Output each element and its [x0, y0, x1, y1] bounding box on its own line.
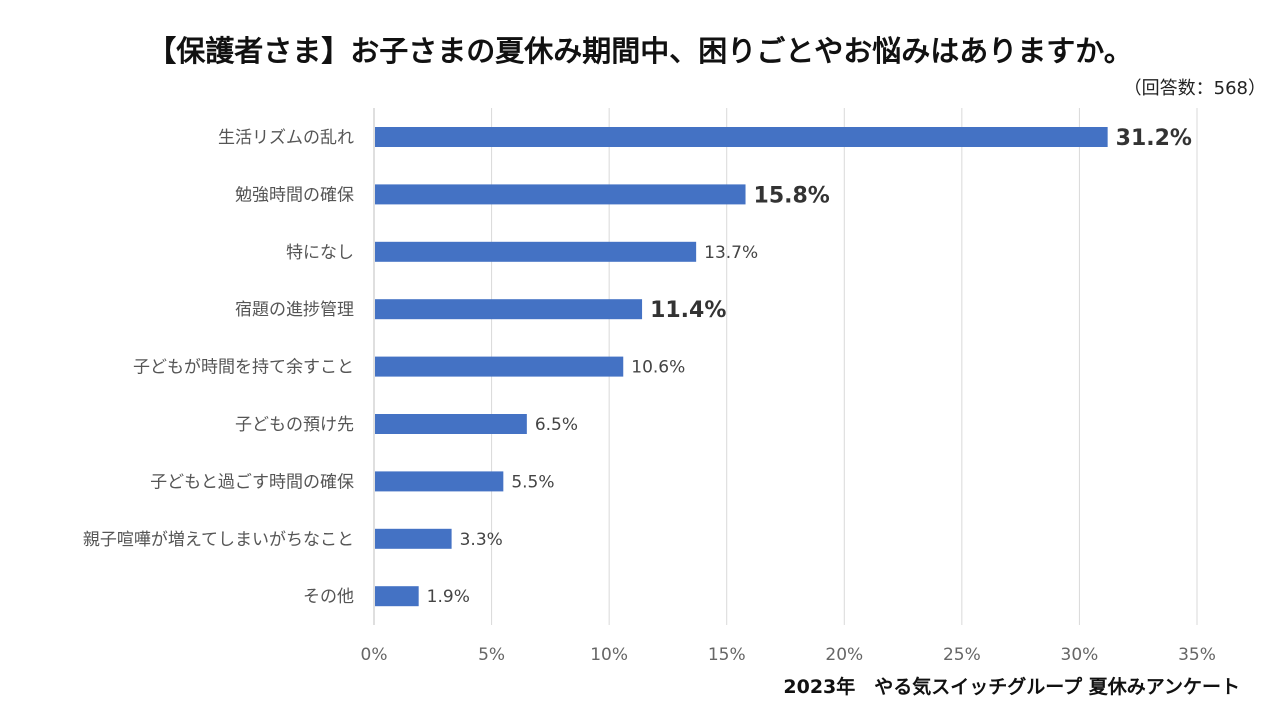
data-label: 1.9%	[427, 587, 470, 607]
data-label: 6.5%	[535, 415, 578, 435]
bar	[375, 414, 527, 434]
bar	[375, 127, 1108, 147]
category-label: 子どもと過ごす時間の確保	[150, 472, 354, 492]
category-label: その他	[303, 587, 354, 607]
category-label: 子どもが時間を持て余すこと	[133, 358, 354, 378]
x-tick-label: 5%	[478, 645, 505, 665]
response-count: （回答数：568）	[1123, 78, 1266, 99]
x-tick-label: 15%	[708, 645, 746, 665]
x-tick-label: 35%	[1178, 645, 1216, 665]
category-label: 特になし	[286, 243, 354, 263]
data-label: 5.5%	[511, 472, 554, 492]
data-label: 10.6%	[631, 358, 685, 378]
bar	[375, 471, 504, 492]
bar	[375, 586, 419, 607]
bar	[375, 356, 624, 377]
x-tick-label: 20%	[825, 645, 863, 665]
category-label: 親子喧嘩が増えてしまいがちなこと	[83, 530, 354, 550]
category-label: 生活リズムの乱れ	[218, 128, 354, 148]
data-label: 13.7%	[704, 243, 758, 263]
x-tick-label: 30%	[1061, 645, 1099, 665]
data-label: 31.2%	[1116, 126, 1192, 151]
data-label: 11.4%	[650, 298, 726, 323]
x-tick-label: 0%	[361, 645, 388, 665]
data-label: 3.3%	[460, 530, 503, 550]
category-label: 子どもの預け先	[235, 415, 354, 435]
data-label: 15.8%	[754, 183, 830, 208]
survey-source: 2023年 やる気スイッチグループ 夏休みアンケート	[783, 676, 1240, 698]
x-tick-label: 25%	[943, 645, 981, 665]
bar	[375, 184, 746, 205]
chart-title: 【保護者さま】お子さまの夏休み期間中、困りごとやお悩みはありますか。	[147, 34, 1133, 68]
bar	[375, 299, 643, 320]
category-label: 勉強時間の確保	[235, 185, 354, 205]
bar	[375, 241, 697, 262]
bar	[375, 528, 452, 549]
category-label: 宿題の進捗管理	[235, 300, 354, 320]
x-tick-label: 10%	[590, 645, 628, 665]
